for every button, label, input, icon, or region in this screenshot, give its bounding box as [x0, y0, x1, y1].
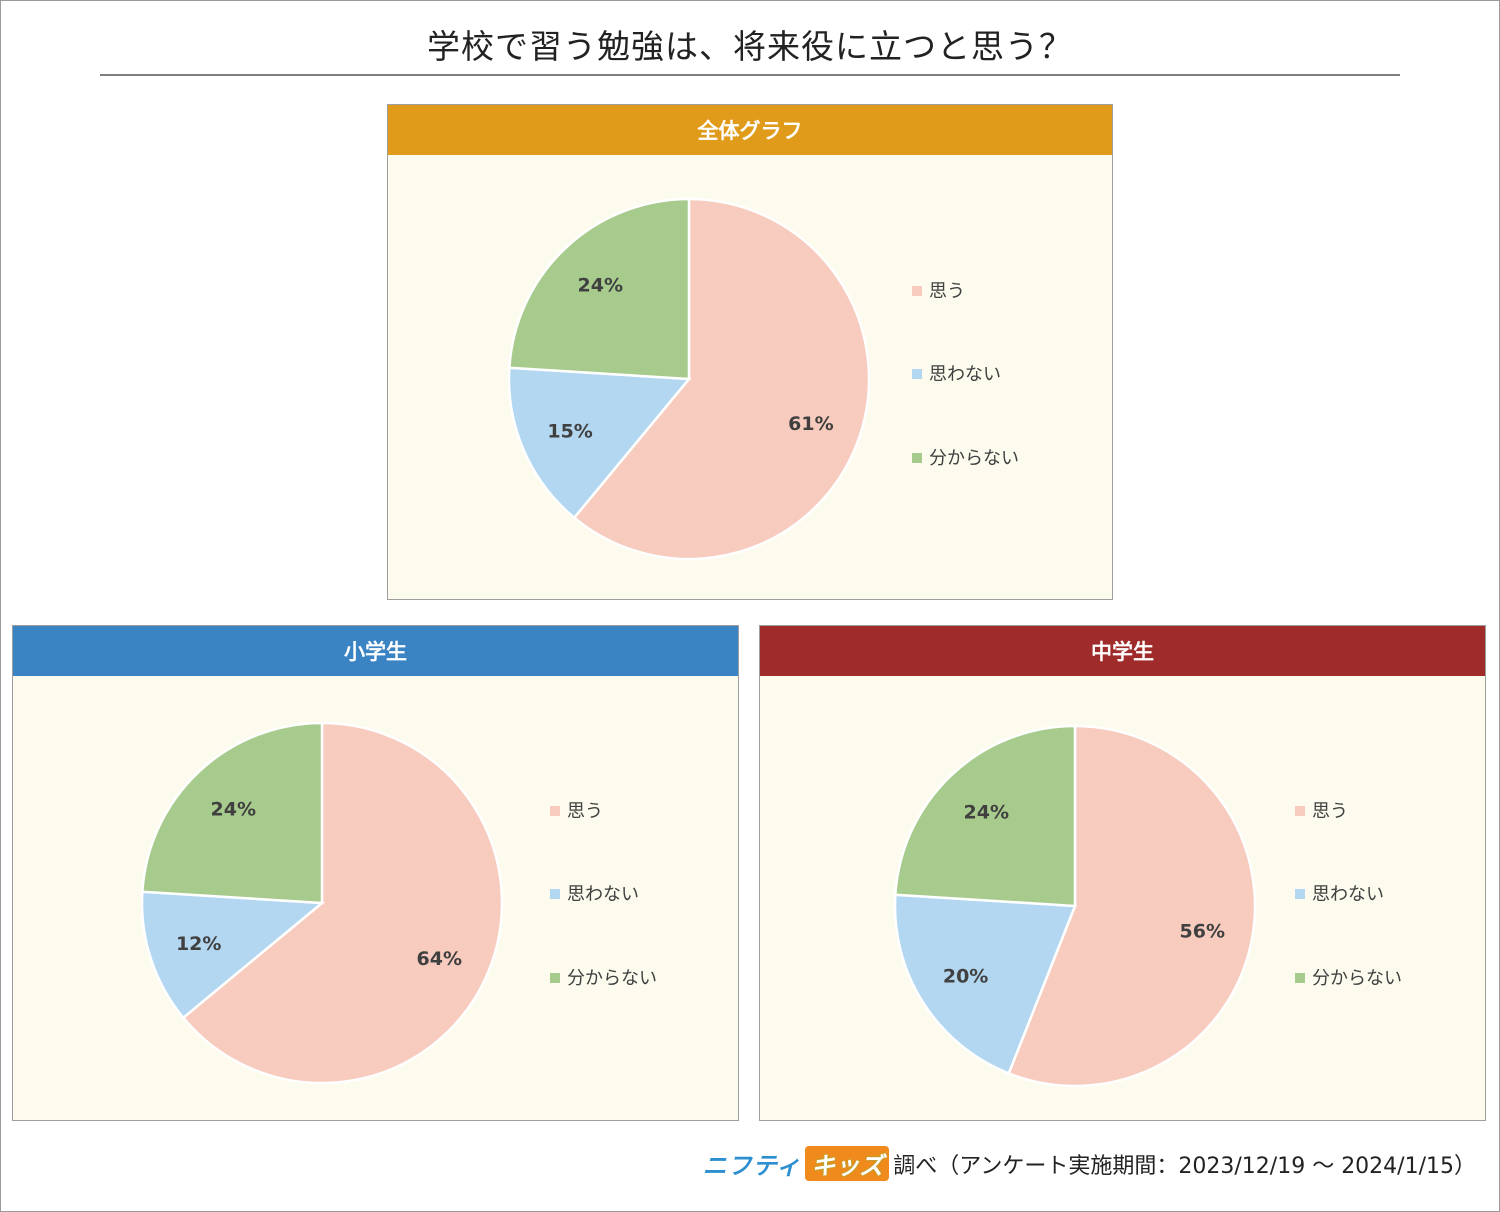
legend-swatch-disagree: [912, 369, 922, 379]
legend-swatch-disagree: [550, 889, 560, 899]
legend-swatch-unknown: [550, 973, 560, 983]
legend-swatch-agree: [912, 286, 922, 296]
legend-label-unknown: 分からない: [1312, 968, 1402, 989]
pie-label-agree: 64%: [417, 948, 462, 970]
pie-slice-agree: [572, 197, 871, 561]
pie-slice-disagree: [893, 893, 1077, 1075]
page-title: 学校で習う勉強は、将来役に立つと思う？: [427, 27, 1073, 66]
legend-swatch-agree: [1295, 806, 1305, 816]
legend-swatch-unknown: [912, 453, 922, 463]
legend-label-unknown: 分からない: [567, 968, 657, 989]
pie-slice-disagree: [140, 890, 326, 1020]
title-divider: [100, 74, 1400, 76]
legend-swatch-disagree: [1295, 889, 1305, 899]
legend-label-disagree: 思わない: [1312, 884, 1384, 905]
pie-slice-disagree: [507, 366, 692, 520]
pie-label-unknown: 24%: [964, 802, 1009, 824]
junior-high-chart-panel: 中学生 56% 20% 24% 思う思わない分からない: [759, 625, 1486, 1121]
pie-slice-agree: [1007, 724, 1257, 1088]
brand-logo-kids: キッズ: [805, 1146, 890, 1181]
legend-swatch-unknown: [1295, 973, 1305, 983]
brand-logo-nifty: ニフティ: [702, 1152, 802, 1180]
legend-label-disagree: 思わない: [567, 884, 639, 905]
pie-label-agree: 61%: [788, 413, 833, 435]
legend-label-agree: 思う: [567, 801, 603, 822]
pie-label-disagree: 12%: [176, 933, 221, 955]
pie-label-disagree: 15%: [547, 421, 592, 443]
overall-chart-header: 全体グラフ: [388, 105, 1112, 155]
pie-label-unknown: 24%: [211, 799, 256, 821]
pie-slice-unknown: [508, 197, 691, 381]
pie-slice-unknown: [141, 721, 324, 905]
overall-chart-panel: 全体グラフ 61% 15% 24% 思う思わない分からない: [387, 104, 1113, 600]
survey-period-text: 調べ（アンケート実施期間：2023/12/19 ～ 2024/1/15）: [893, 1153, 1476, 1179]
legend-label-disagree: 思わない: [929, 364, 1001, 385]
pie-slice-agree: [181, 721, 504, 1085]
legend-swatch-agree: [550, 806, 560, 816]
source-footer: ニフティ キッズ 調べ（アンケート実施期間：2023/12/19 ～ 2024/…: [703, 1146, 1476, 1181]
legend-label-agree: 思う: [1312, 801, 1348, 822]
junior-high-chart-header: 中学生: [760, 626, 1485, 676]
legend-label-agree: 思う: [929, 281, 965, 302]
pie-label-agree: 56%: [1180, 920, 1225, 942]
pie-label-unknown: 24%: [578, 275, 623, 297]
legend-label-unknown: 分からない: [929, 448, 1019, 469]
elementary-chart-panel: 小学生 64% 12% 24% 思う思わない分からない: [12, 625, 739, 1121]
pie-label-disagree: 20%: [943, 965, 988, 987]
pie-slice-unknown: [894, 724, 1077, 908]
elementary-chart-header: 小学生: [13, 626, 738, 676]
